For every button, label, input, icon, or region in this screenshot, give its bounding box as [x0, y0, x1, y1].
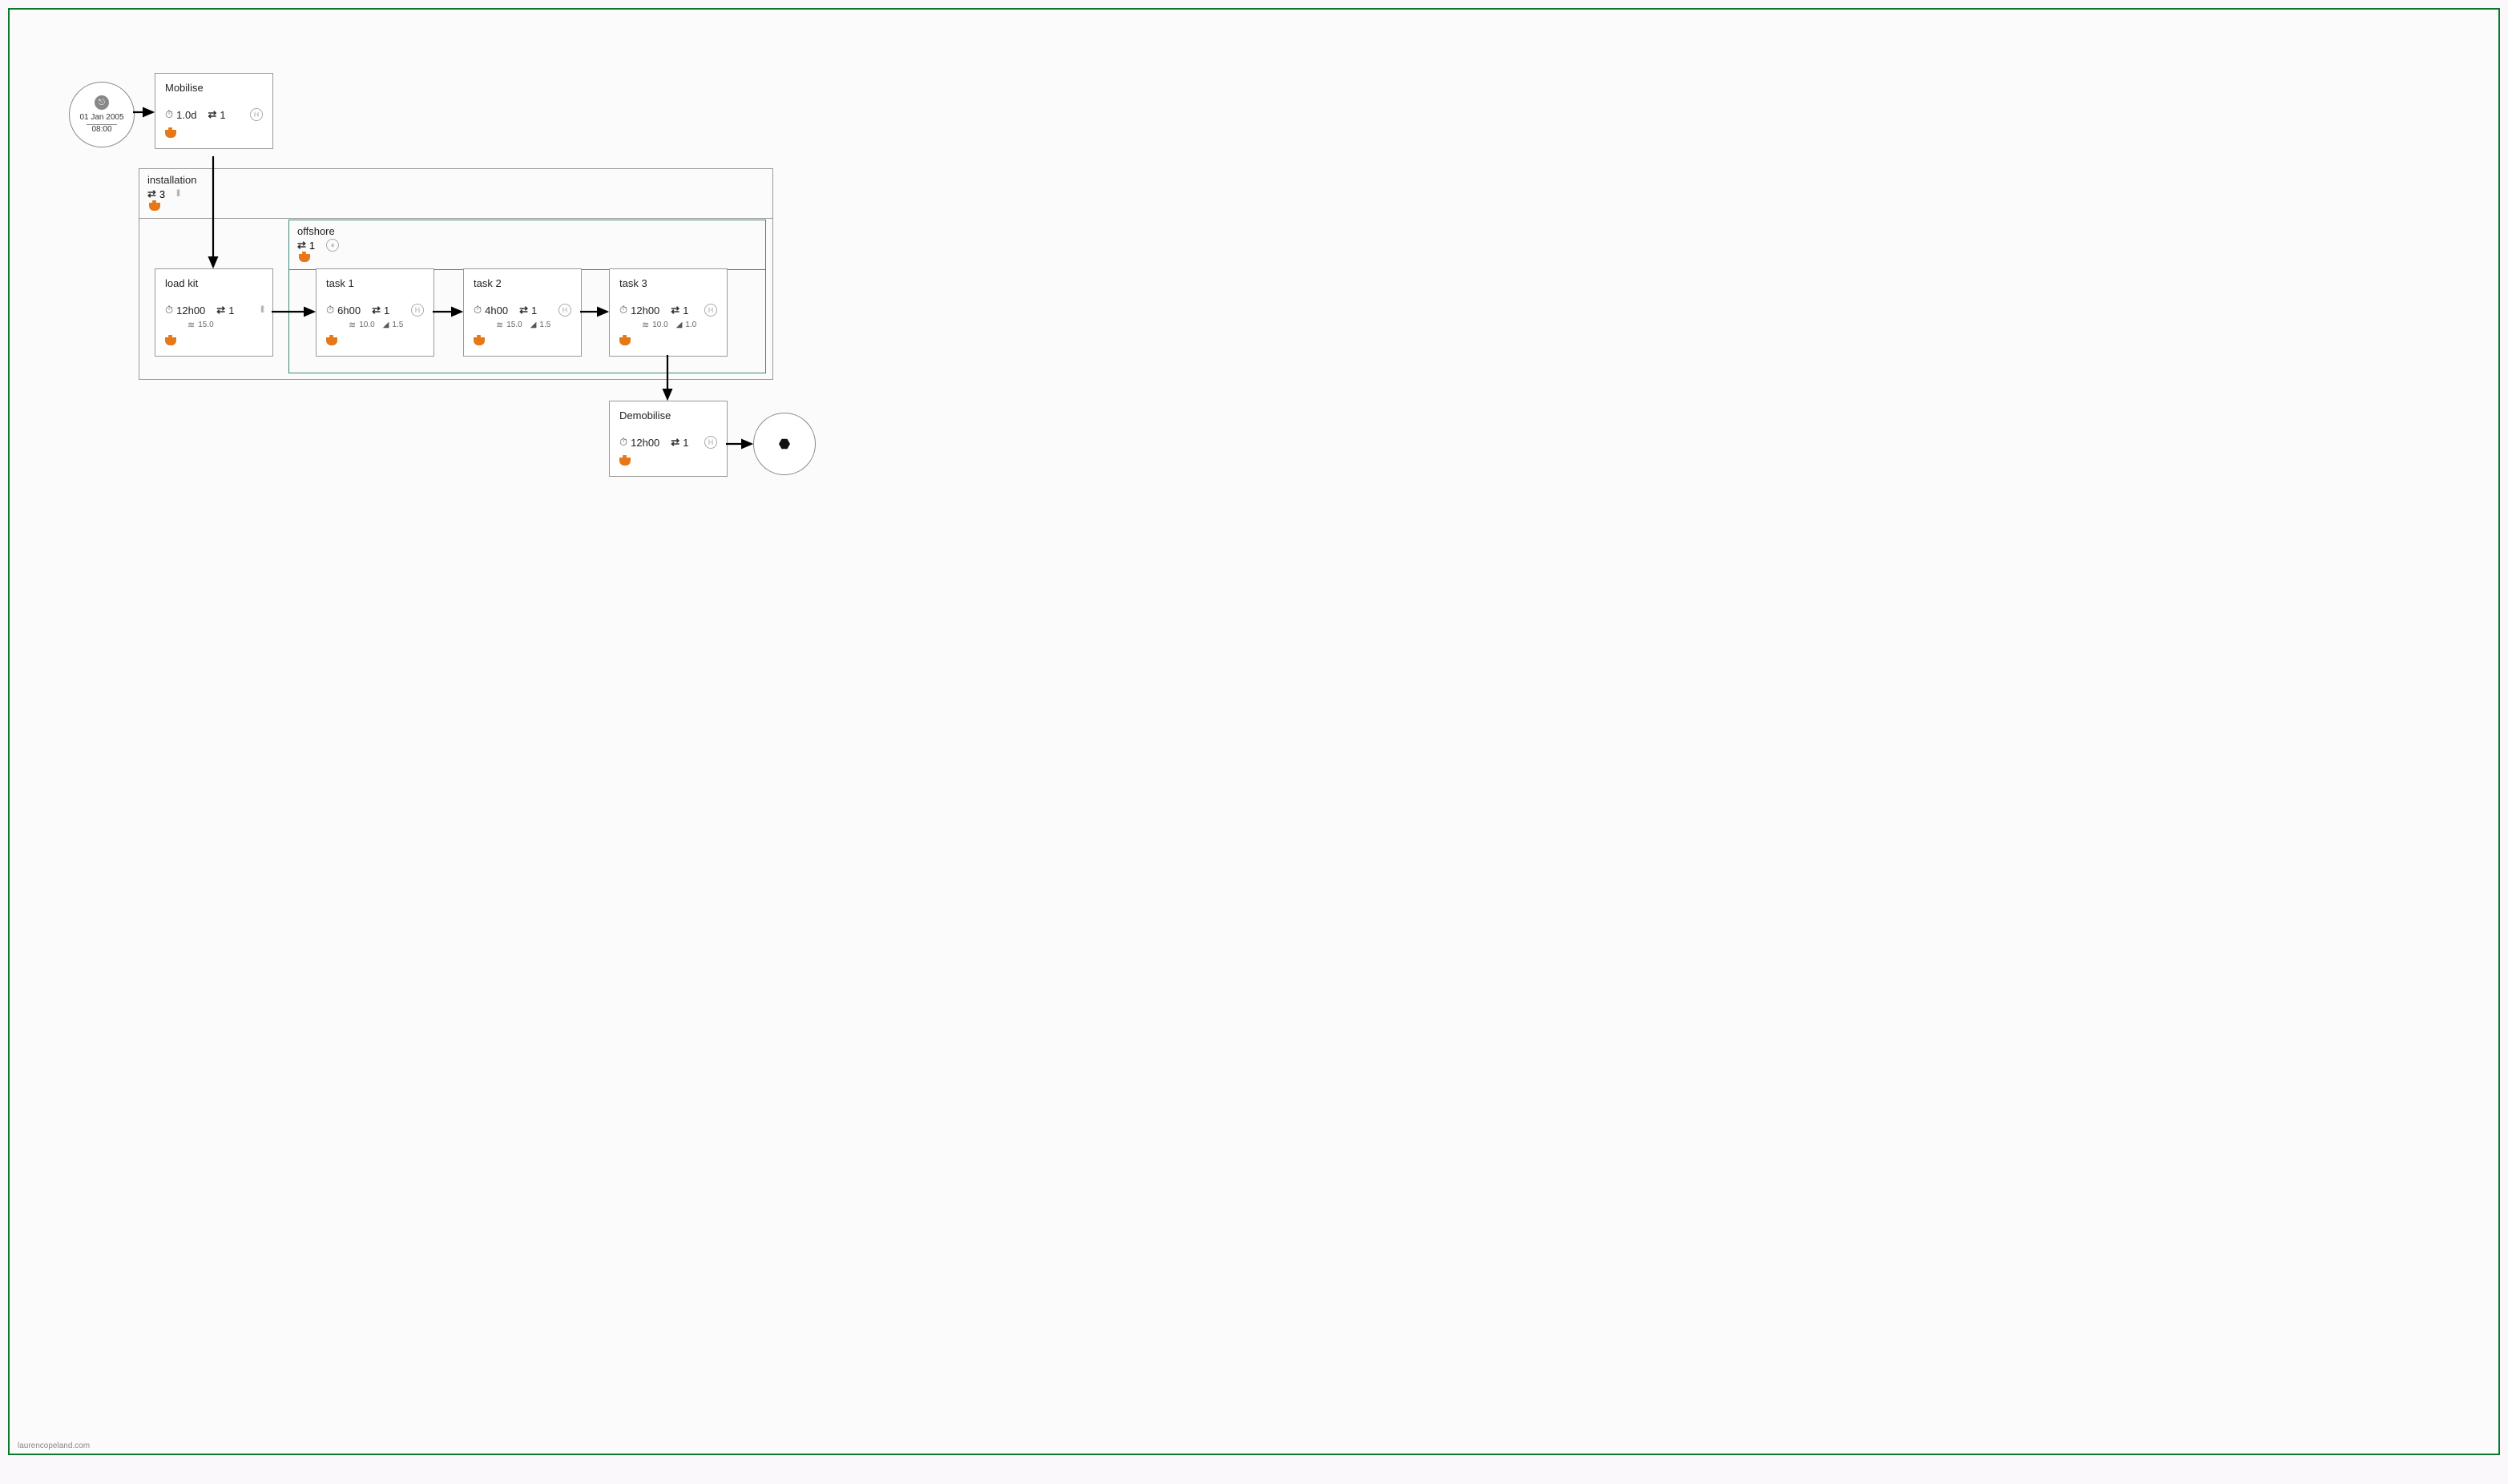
flag-value: 1.5	[392, 321, 403, 329]
wave-value: 15.0	[506, 321, 522, 329]
badge-icon: H	[250, 108, 263, 121]
pause-icon	[176, 189, 179, 200]
node-task-1[interactable]: task 1 6h00 1 H 10.0 1.5	[316, 268, 434, 357]
badge-icon: H	[411, 304, 424, 317]
clock-icon	[326, 304, 334, 317]
repeat-value: 1	[228, 304, 234, 317]
node-demobilise[interactable]: Demobilise 12h00 1 H	[609, 401, 728, 477]
pause-icon	[260, 305, 263, 316]
clock-icon	[474, 304, 482, 317]
loop-icon	[208, 108, 216, 121]
loop-icon	[671, 304, 679, 317]
node-title: task 1	[317, 269, 433, 304]
wave-icon	[187, 320, 195, 330]
wave-icon	[496, 320, 503, 330]
watermark-text: laurencopeland.com	[18, 1442, 90, 1450]
flag-value: 1.0	[685, 321, 696, 329]
repeat-value: 1	[683, 304, 688, 317]
ship-icon	[165, 130, 176, 138]
loop-icon	[671, 436, 679, 449]
flag-icon	[383, 321, 389, 329]
badge-icon: H	[704, 304, 717, 317]
repeat-value: 1	[384, 304, 389, 317]
loop-icon	[372, 304, 381, 317]
duration-value: 1.0d	[176, 109, 196, 121]
loop-icon	[147, 188, 156, 200]
start-time: 08:00	[87, 124, 116, 134]
badge-icon: H	[704, 436, 717, 449]
ship-icon	[149, 203, 160, 211]
loop-icon	[519, 304, 528, 317]
wave-icon	[349, 320, 356, 330]
wave-icon	[642, 320, 649, 330]
wave-value: 10.0	[652, 321, 667, 329]
ship-icon	[326, 337, 337, 345]
wave-value: 15.0	[198, 321, 213, 329]
node-title: load kit	[155, 269, 272, 304]
ship-icon	[474, 337, 485, 345]
ship-icon	[619, 337, 631, 345]
clock-icon	[165, 108, 173, 121]
node-title: task 3	[610, 269, 727, 304]
node-title: Demobilise	[610, 401, 727, 436]
container-title: offshore	[297, 225, 757, 237]
ship-icon	[619, 458, 631, 466]
badge-icon: H	[558, 304, 571, 317]
end-node[interactable]	[753, 413, 816, 475]
node-task-3[interactable]: task 3 12h00 1 H 10.0 1.0	[609, 268, 728, 357]
wave-value: 10.0	[359, 321, 374, 329]
start-date: 01 Jan 2005	[79, 113, 123, 122]
node-title: task 2	[464, 269, 581, 304]
start-badge-icon: ⎋	[95, 95, 109, 110]
duration-value: 12h00	[631, 304, 659, 317]
duration-value: 6h00	[337, 304, 361, 317]
clock-icon	[619, 304, 627, 317]
node-load-kit[interactable]: load kit 12h00 1 15.0	[155, 268, 273, 357]
repeat-value: 1	[683, 437, 688, 449]
diagram-canvas: ⎋ 01 Jan 2005 08:00 Mobilise 1.0d 1 H in…	[8, 8, 2500, 1455]
node-title: Mobilise	[155, 74, 272, 108]
container-title: installation	[147, 174, 764, 186]
clock-icon	[165, 304, 173, 317]
duration-value: 4h00	[485, 304, 508, 317]
flag-value: 1.5	[539, 321, 550, 329]
repeat-value: 1	[309, 240, 315, 252]
clock-icon	[619, 436, 627, 449]
flag-icon	[530, 321, 537, 329]
duration-value: 12h00	[631, 437, 659, 449]
loop-icon	[297, 239, 306, 252]
ship-icon	[299, 254, 310, 262]
node-mobilise[interactable]: Mobilise 1.0d 1 H	[155, 73, 273, 149]
start-node[interactable]: ⎋ 01 Jan 2005 08:00	[69, 82, 135, 147]
ship-icon	[165, 337, 176, 345]
repeat-value: 1	[531, 304, 537, 317]
end-hex-icon	[779, 438, 790, 450]
loop-icon	[216, 304, 225, 317]
repeat-value: 1	[220, 109, 225, 121]
flag-icon	[676, 321, 683, 329]
pause-badge-icon: ⏸	[326, 239, 339, 252]
duration-value: 12h00	[176, 304, 205, 317]
node-task-2[interactable]: task 2 4h00 1 H 15.0 1.5	[463, 268, 582, 357]
repeat-value: 3	[159, 188, 165, 200]
